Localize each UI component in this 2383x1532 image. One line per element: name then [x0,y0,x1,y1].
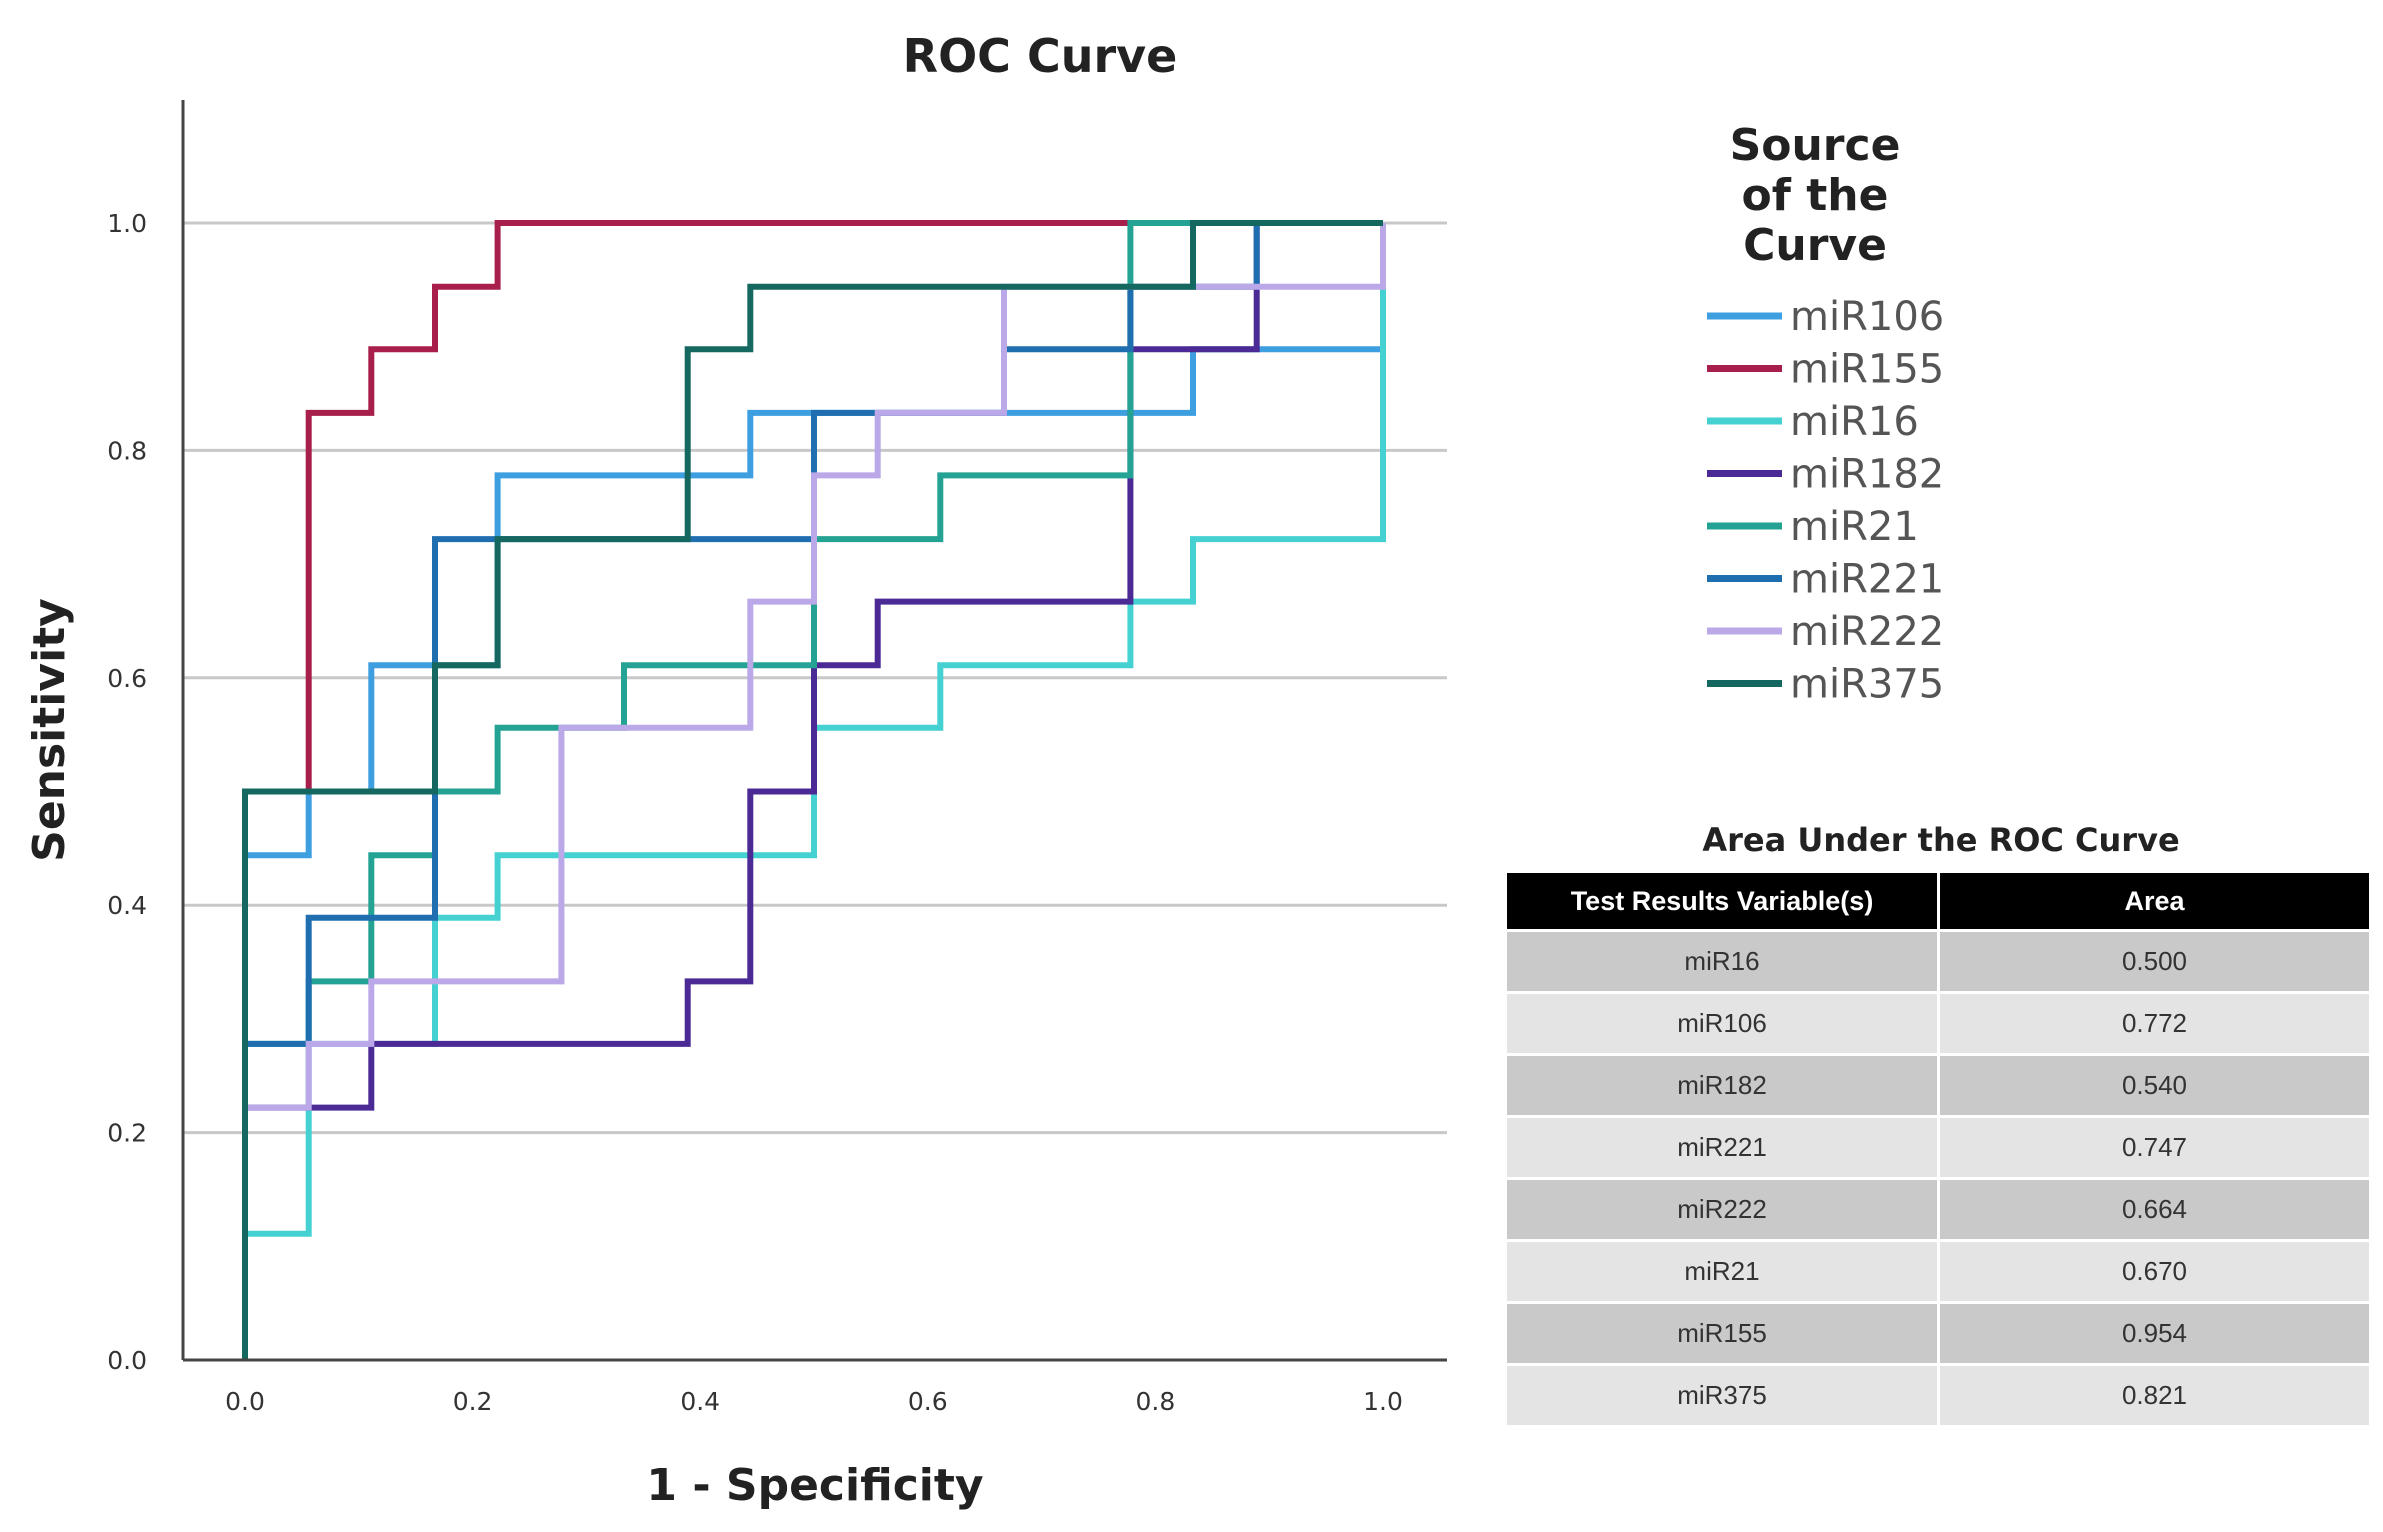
y-tick-label: 1.0 [107,209,147,238]
table-row: miR16 0.500 [1507,932,2369,991]
x-tick-label: 1.0 [1363,1387,1403,1416]
auc-area: 0.821 [1940,1366,2369,1425]
tick-labels: 0.0 0.2 0.4 0.6 0.8 1.0 0.0 0.2 0.4 0.6 0.8 1.0 [107,209,1403,1416]
legend-label-miR222: miR222 [1790,609,1944,655]
legend-label-miR16: miR16 [1790,399,1919,445]
legend-label-miR182: miR182 [1790,452,1944,498]
auc-area: 0.500 [1940,932,2369,991]
y-axis-title: Sensitivity [24,598,75,862]
axes [181,100,1447,1362]
legend-label-miR221: miR221 [1790,557,1944,603]
legend-label-miR155: miR155 [1790,347,1944,393]
series-layer [242,220,1386,1360]
y-tick-label: 0.6 [107,664,147,693]
x-axis-title: 1 - Specificity [646,1460,983,1511]
auc-area: 0.664 [1940,1180,2369,1239]
auc-table-title: Area Under the ROC Curve [1702,821,2180,859]
x-tick-label: 0.2 [453,1387,493,1416]
auc-area: 0.747 [1940,1118,2369,1177]
legend-label-miR21: miR21 [1790,504,1919,550]
y-tick-label: 0.8 [107,436,147,465]
table-row: miR182 0.540 [1507,1056,2369,1115]
auc-area: 0.540 [1940,1056,2369,1115]
auc-variable: miR222 [1507,1180,1937,1239]
x-tick-label: 0.4 [680,1387,720,1416]
auc-variable: miR155 [1507,1304,1937,1363]
auc-table: Test Results Variable(s) Area miR16 0.500… [1504,870,2372,1428]
auc-variable: miR221 [1507,1118,1937,1177]
auc-header-variable: Test Results Variable(s) [1507,873,1937,929]
y-tick-label: 0.0 [107,1346,147,1375]
series-line-miR182 [242,220,1383,1360]
table-row: miR106 0.772 [1507,994,2369,1053]
auc-table-panel: Area Under the ROC Curve Test Results Va… [1507,810,2375,1428]
auc-area: 0.670 [1940,1242,2369,1301]
auc-area: 0.772 [1940,994,2369,1053]
legend-title-line: Source [1730,120,1901,171]
series-line-miR222 [242,223,1386,1360]
legend-title-line: Curve [1743,220,1887,271]
auc-header-area: Area [1940,873,2369,929]
y-tick-label: 0.2 [107,1119,147,1148]
auc-header-row: Test Results Variable(s) Area [1507,873,2369,929]
auc-variable: miR182 [1507,1056,1937,1115]
legend-label-miR106: miR106 [1790,294,1944,340]
auc-variable: miR375 [1507,1366,1937,1425]
auc-variable: miR21 [1507,1242,1937,1301]
legend-label-miR375: miR375 [1790,662,1944,708]
y-tick-label: 0.4 [107,891,147,920]
chart-title: ROC Curve [903,29,1178,83]
table-row: miR222 0.664 [1507,1180,2369,1239]
x-tick-label: 0.6 [908,1387,948,1416]
table-row: miR21 0.670 [1507,1242,2369,1301]
table-row: miR155 0.954 [1507,1304,2369,1363]
table-row: miR375 0.821 [1507,1366,2369,1425]
series-line-miR375 [242,220,1383,1360]
legend-title-line: of the [1742,170,1889,221]
table-row: miR221 0.747 [1507,1118,2369,1177]
auc-variable: miR16 [1507,932,1937,991]
x-tick-label: 0.8 [1136,1387,1176,1416]
auc-variable: miR106 [1507,994,1937,1053]
auc-area: 0.954 [1940,1304,2369,1363]
x-tick-label: 0.0 [225,1387,265,1416]
